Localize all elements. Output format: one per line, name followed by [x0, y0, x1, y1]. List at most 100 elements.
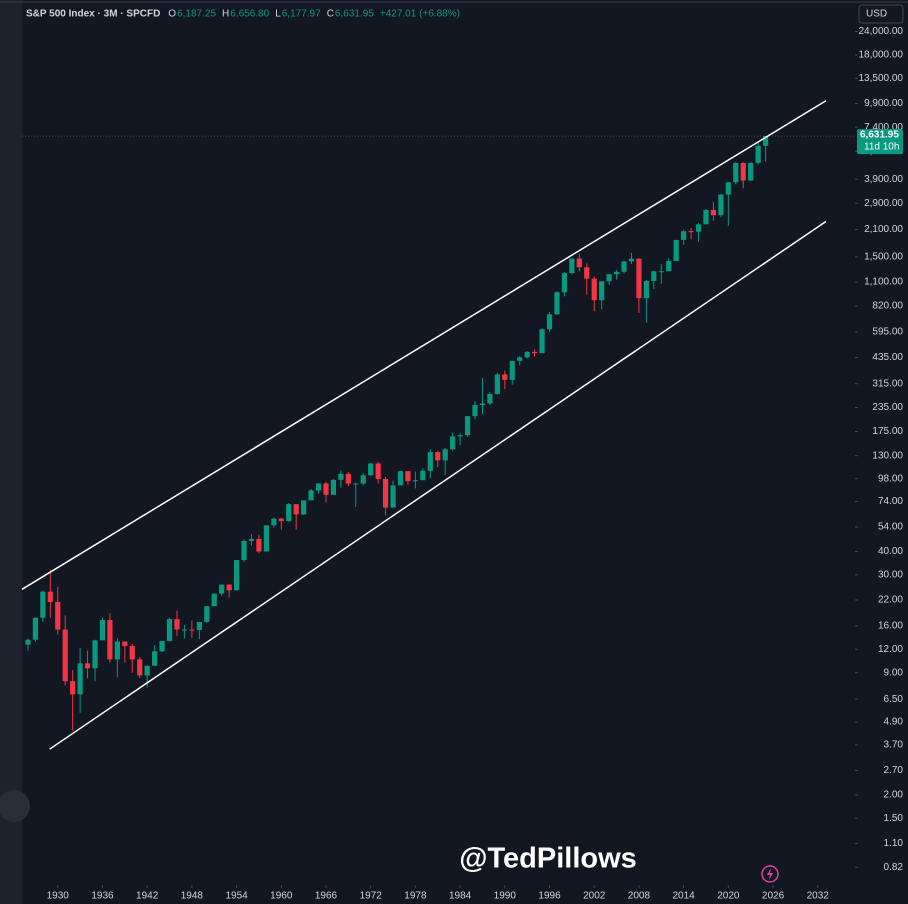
candle-body — [442, 449, 448, 461]
candle-body — [174, 619, 180, 630]
candle-body — [219, 584, 225, 594]
candle-body — [129, 645, 135, 660]
candle-body — [159, 640, 165, 652]
x-tick-label: 1942 — [136, 891, 159, 902]
candle-body — [509, 360, 515, 380]
y-tick-label: 4.90 — [884, 717, 904, 728]
candle-body — [62, 629, 68, 682]
candle-body — [353, 483, 359, 485]
candle-body — [703, 209, 709, 225]
candle-body — [397, 471, 404, 486]
candle-body — [263, 525, 269, 552]
price-label: 6,631.95 — [860, 130, 899, 141]
candle-body — [502, 374, 508, 380]
candle-body — [278, 518, 284, 522]
x-tick-label: 1936 — [91, 891, 114, 902]
y-tick-label: 315.00 — [872, 378, 903, 389]
candle-body — [137, 659, 143, 676]
candle-body — [308, 490, 314, 501]
candle-body — [673, 239, 679, 261]
ohlc-label: L — [275, 9, 281, 20]
candle-body — [55, 601, 61, 630]
candle-body — [375, 463, 381, 479]
candle-body — [114, 641, 120, 660]
y-tick-label: 9,900.00 — [864, 98, 903, 109]
x-tick-label: 1966 — [315, 891, 338, 902]
candle-body — [189, 629, 195, 631]
candle-body — [464, 416, 471, 436]
candle-body — [107, 620, 113, 660]
candle-body — [152, 651, 158, 666]
y-tick-label: 595.00 — [872, 327, 903, 338]
x-tick-label: 1930 — [47, 891, 70, 902]
y-tick-label: 435.00 — [872, 352, 903, 363]
candle-body — [472, 405, 478, 417]
candle-body — [606, 274, 612, 282]
ohlc-value: 6,631.95 — [335, 9, 374, 20]
candle-body — [196, 621, 202, 631]
candle-body — [77, 663, 83, 695]
y-tick-label: 1,500.00 — [864, 252, 903, 263]
candle-body — [599, 281, 605, 301]
x-tick-label: 2014 — [673, 891, 696, 902]
candle-body — [360, 475, 366, 484]
ohlc-label: C — [327, 9, 334, 20]
side-button[interactable] — [0, 790, 30, 822]
y-tick-label: 30.00 — [878, 569, 903, 580]
candle-body — [479, 403, 486, 406]
y-tick-label: 9.00 — [884, 667, 904, 678]
y-tick-label: 6.50 — [884, 694, 904, 705]
candle-body — [286, 504, 292, 522]
candle-body — [405, 471, 411, 482]
candle-body — [390, 485, 396, 508]
candle-body — [368, 463, 374, 476]
countdown: 11d 10h — [864, 142, 899, 153]
candle-body — [271, 518, 277, 526]
currency[interactable]: USD — [866, 9, 887, 20]
currency-button[interactable] — [858, 4, 904, 24]
candle-body — [710, 209, 717, 216]
y-tick-label: 24,000.00 — [859, 26, 904, 37]
candle-body — [166, 619, 173, 641]
plot — [21, 100, 855, 750]
candle-body — [338, 473, 344, 480]
y-tick-label: 1.10 — [884, 838, 904, 849]
y-tick-label: 3.70 — [884, 740, 904, 751]
x-tick-label: 1978 — [404, 891, 427, 902]
candle-body — [554, 292, 560, 315]
price-label-box — [857, 129, 903, 155]
candle-body — [435, 452, 441, 461]
watermark: @TedPillows — [459, 843, 637, 875]
y-tick-label: 2.70 — [884, 765, 904, 776]
y-tick-label: 98.00 — [878, 473, 903, 484]
x-tick-label: 1972 — [360, 891, 383, 902]
candle-body — [226, 584, 232, 591]
y-tick-label: 2,100.00 — [864, 224, 903, 235]
candle-body — [725, 182, 731, 195]
lightning-icon[interactable] — [761, 865, 779, 883]
candle-body — [211, 593, 217, 607]
candle-body — [32, 617, 39, 640]
y-tick-label: 7,400.00 — [864, 122, 903, 133]
candle-body — [740, 162, 746, 181]
candle-body — [487, 393, 493, 404]
ohlc-value: 6,177.97 — [282, 9, 321, 20]
y-tick-label: 0.82 — [884, 862, 904, 873]
y-tick-label: 40.00 — [878, 546, 903, 557]
candle-body — [40, 591, 46, 618]
candle-body — [546, 314, 553, 330]
candle-body — [293, 504, 299, 515]
candle-body — [755, 145, 761, 163]
candle-body — [382, 478, 389, 508]
candle-body — [92, 640, 98, 669]
ohlc-label: O — [168, 9, 176, 20]
y-tick-label: 130.00 — [872, 450, 903, 461]
x-tick-label: 2026 — [762, 891, 785, 902]
x-tick-label: 2032 — [807, 891, 830, 902]
y-tick-label: 22.00 — [878, 595, 903, 606]
candle-body — [457, 435, 463, 437]
candle-body — [323, 483, 329, 495]
candle-body — [412, 480, 419, 482]
candle-body — [762, 136, 769, 146]
x-tick-label: 2020 — [717, 891, 740, 902]
